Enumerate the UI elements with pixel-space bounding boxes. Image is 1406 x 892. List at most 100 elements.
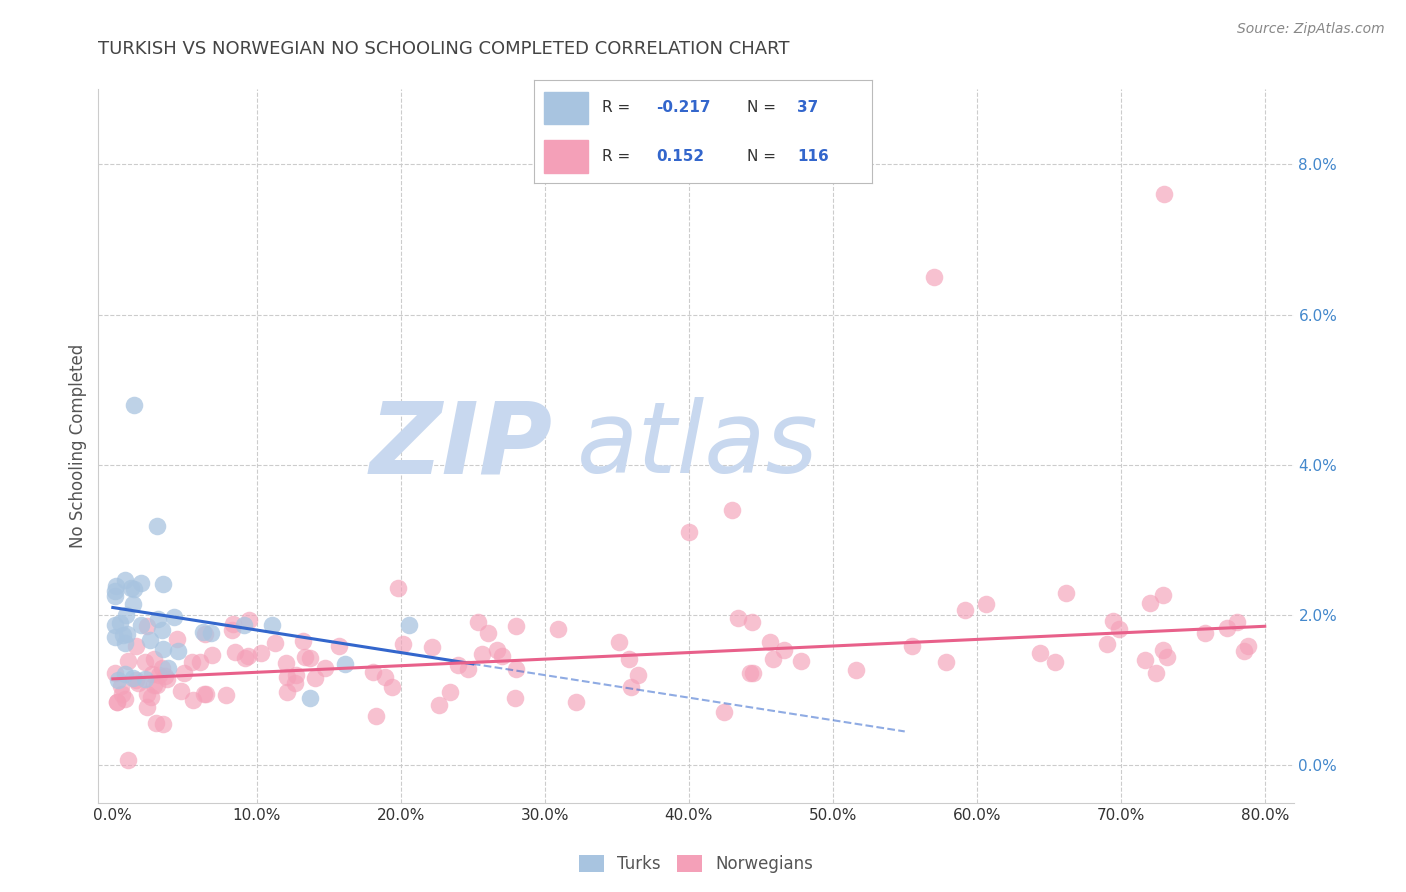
Point xyxy=(505,662,527,676)
Point xyxy=(129,576,152,591)
Point xyxy=(1226,615,1249,629)
Text: N =: N = xyxy=(747,101,776,115)
Point xyxy=(627,667,650,681)
Point xyxy=(117,754,139,768)
Point xyxy=(284,668,307,682)
Point xyxy=(264,636,287,650)
Text: -0.217: -0.217 xyxy=(655,101,710,115)
Point xyxy=(136,618,159,632)
Point xyxy=(153,668,176,682)
Point xyxy=(1108,622,1130,636)
Point xyxy=(457,662,479,676)
Point xyxy=(1144,666,1167,681)
Point xyxy=(104,630,127,644)
Point xyxy=(141,667,163,681)
Point xyxy=(274,656,297,670)
Point xyxy=(152,642,174,657)
Text: Source: ZipAtlas.com: Source: ZipAtlas.com xyxy=(1237,22,1385,37)
Point xyxy=(105,695,128,709)
Point xyxy=(145,716,167,731)
Text: 0.152: 0.152 xyxy=(655,149,704,164)
Point xyxy=(505,618,527,632)
Point xyxy=(121,597,143,611)
Point xyxy=(740,665,762,680)
Point xyxy=(953,603,976,617)
Point xyxy=(773,642,796,657)
Y-axis label: No Schooling Completed: No Schooling Completed xyxy=(69,344,87,548)
Point xyxy=(298,691,321,706)
Point xyxy=(150,623,173,637)
Point xyxy=(114,667,136,681)
Point xyxy=(935,655,957,669)
Point xyxy=(146,611,169,625)
Point xyxy=(1194,626,1216,640)
Point xyxy=(1102,615,1125,629)
Point xyxy=(1139,596,1161,610)
Point xyxy=(114,574,136,588)
Point xyxy=(1054,586,1077,600)
Point xyxy=(250,646,273,660)
Point xyxy=(284,675,307,690)
Point xyxy=(565,695,588,709)
Point xyxy=(104,665,127,680)
Point xyxy=(276,685,298,699)
Point xyxy=(741,666,763,681)
Point xyxy=(150,661,173,675)
Point xyxy=(120,581,142,595)
Point xyxy=(759,635,782,649)
Text: R =: R = xyxy=(602,101,630,115)
Point xyxy=(222,616,245,631)
Point xyxy=(142,652,165,666)
Point xyxy=(721,503,744,517)
Point xyxy=(789,654,811,668)
Point xyxy=(477,626,499,640)
Point xyxy=(467,615,489,629)
Point xyxy=(152,577,174,591)
Point xyxy=(333,657,356,671)
Point xyxy=(105,579,128,593)
Text: N =: N = xyxy=(747,149,776,164)
Point xyxy=(427,698,450,713)
Text: 116: 116 xyxy=(797,149,830,164)
Point xyxy=(193,688,215,702)
Point xyxy=(922,270,945,285)
Point xyxy=(156,673,179,687)
Point xyxy=(142,677,165,691)
Point xyxy=(361,665,384,679)
Point xyxy=(146,519,169,533)
Point xyxy=(1237,639,1260,653)
Point xyxy=(974,598,997,612)
Point xyxy=(1095,637,1118,651)
Point xyxy=(503,691,526,706)
Point xyxy=(110,679,132,693)
Point xyxy=(114,692,136,706)
Point xyxy=(139,632,162,647)
Point xyxy=(221,623,243,637)
Bar xyxy=(544,140,588,173)
Point xyxy=(420,640,443,654)
Point xyxy=(398,617,420,632)
Point xyxy=(105,695,128,709)
Point xyxy=(108,616,131,631)
Point xyxy=(114,608,136,623)
Point xyxy=(233,651,256,665)
Point xyxy=(122,671,145,685)
Point xyxy=(439,684,461,698)
Point xyxy=(104,584,127,599)
Point xyxy=(1216,621,1239,635)
Point xyxy=(111,628,134,642)
Point xyxy=(762,652,785,666)
Point xyxy=(447,657,470,672)
Point xyxy=(1152,642,1174,657)
Point xyxy=(1233,644,1256,658)
Point xyxy=(607,635,630,649)
Text: 37: 37 xyxy=(797,101,818,115)
Point xyxy=(104,617,127,632)
Point xyxy=(547,622,569,636)
Point xyxy=(294,649,316,664)
Point xyxy=(381,681,404,695)
Point xyxy=(617,652,640,666)
Point xyxy=(163,610,186,624)
Point xyxy=(364,709,387,723)
Point xyxy=(1152,588,1174,602)
